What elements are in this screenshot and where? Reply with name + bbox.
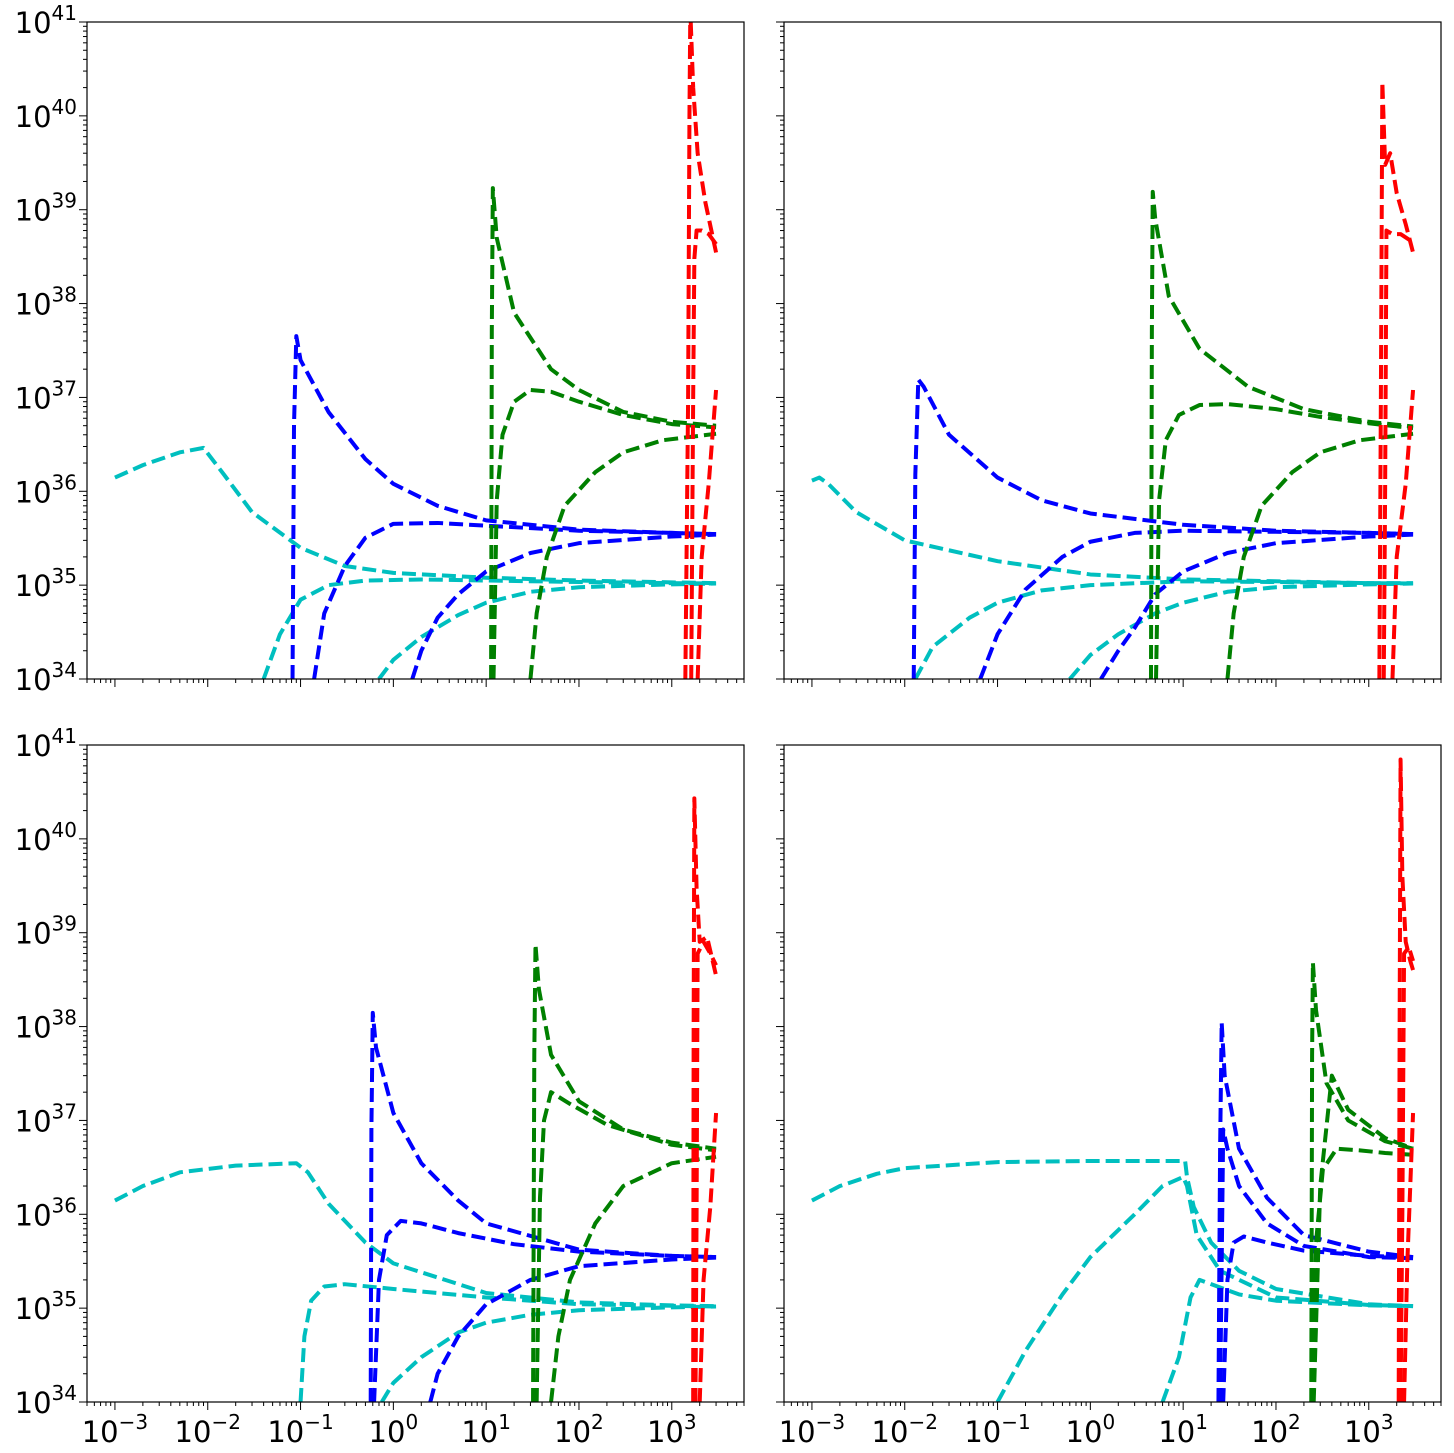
series-line-green-7 (1154, 402, 1414, 679)
series-line-blue-5 (1218, 1127, 1414, 1402)
y-tick-label: 1035 (15, 1287, 77, 1326)
series-line-red-9 (691, 796, 719, 1402)
series-line-green-6 (1309, 960, 1414, 1402)
series-line-cyan-2 (377, 581, 717, 679)
y-tick-label: 1038 (15, 1006, 77, 1045)
y-tick-label: 1034 (15, 1381, 77, 1420)
y-tick-label: 1038 (15, 283, 77, 322)
axes-frame (86, 744, 745, 1403)
series-line-blue-3 (290, 334, 717, 679)
x-tick-label: 102 (554, 1410, 604, 1449)
series-line-blue-4 (372, 1218, 717, 1402)
y-tick-label: 1035 (15, 564, 77, 603)
series-line-cyan-1 (298, 1282, 717, 1402)
y-tick-label: 1034 (15, 658, 77, 697)
y-tick-label: 1037 (15, 376, 77, 415)
series-line-cyan-2 (380, 1304, 717, 1402)
series-line-cyan-0 (114, 445, 717, 586)
series-line-blue-5 (1099, 532, 1414, 679)
x-tick-label: 101 (1158, 1410, 1208, 1449)
y-tick-label: 1039 (15, 189, 77, 228)
x-tick-label: 103 (1344, 1410, 1394, 1449)
x-tick-label: 102 (1251, 1410, 1301, 1449)
series-line-green-8 (528, 431, 717, 679)
axes-frame (86, 21, 745, 680)
series-line-green-6 (1148, 189, 1414, 679)
x-tick-label: 10−3 (82, 1410, 148, 1449)
series-line-cyan-1 (913, 579, 1414, 679)
y-tick-label: 1036 (15, 470, 77, 509)
series-group (811, 757, 1416, 1402)
series-line-blue-4 (312, 520, 717, 679)
x-tick-label: 101 (461, 1410, 511, 1449)
series-line-red-12 (695, 389, 719, 679)
series-line-red-11 (1402, 1112, 1416, 1402)
y-tick-label: 1041 (15, 724, 77, 763)
series-line-green-8 (549, 1154, 717, 1402)
x-tick-label: 10−2 (872, 1410, 938, 1449)
series-line-red-10 (688, 22, 719, 253)
y-tick-label: 1040 (15, 818, 77, 857)
series-group (114, 796, 719, 1402)
x-tick-label: 103 (647, 1410, 697, 1449)
series-line-blue-3 (1216, 1020, 1414, 1402)
series-line-cyan-0 (811, 1158, 1414, 1309)
series-line-blue-5 (428, 1255, 717, 1402)
series-line-red-9 (1396, 757, 1415, 1402)
series-line-cyan-2 (1068, 581, 1414, 679)
panel-top-left: 1034 1035 1036 1037 1038 1039 1040 1041 (15, 1, 745, 697)
series-line-blue-3 (911, 377, 1414, 679)
series-line-green-7 (534, 1090, 717, 1402)
y-tick-label: 1036 (15, 1193, 77, 1232)
series-line-cyan-1 (995, 1174, 1414, 1402)
x-tick-label: 100 (1066, 1410, 1116, 1449)
series-line-blue-4 (978, 528, 1414, 679)
panel-top-right (776, 21, 1442, 687)
y-tick-label: 1040 (15, 95, 77, 134)
series-line-red-11 (689, 228, 718, 679)
series-line-red-9 (683, 22, 693, 679)
y-tick-label: 1037 (15, 1099, 77, 1138)
series-group (811, 79, 1416, 679)
axes-frame (783, 21, 1442, 680)
series-line-blue-4 (1221, 1234, 1414, 1402)
series-line-red-9 (1377, 79, 1415, 679)
x-tick-label: 10−3 (779, 1410, 845, 1449)
series-line-red-10 (1381, 228, 1415, 679)
y-tick-label: 1041 (15, 1, 77, 40)
panel-bottom-left: 10−3 10−2 10−1 100 101 102 103 1034 1035 1036 1037… (15, 724, 745, 1449)
series-line-cyan-2 (1160, 1277, 1414, 1402)
series-line-cyan-1 (261, 577, 717, 679)
x-tick-label: 100 (369, 1410, 419, 1449)
series-group (114, 22, 719, 679)
series-line-green-8 (1225, 431, 1414, 679)
series-line-green-7 (1310, 1146, 1414, 1402)
series-line-blue-3 (368, 1010, 717, 1402)
panel-bottom-right: 10−3 10−2 10−1 100 101 102 103 (776, 744, 1442, 1449)
y-tick-label: 1039 (15, 912, 77, 951)
series-line-red-11 (1390, 389, 1416, 679)
axes-frame (783, 744, 1442, 1403)
series-line-red-10 (1398, 945, 1415, 1402)
x-tick-label: 10−1 (267, 1410, 333, 1449)
x-tick-label: 10−2 (175, 1410, 241, 1449)
series-line-green-8 (1311, 1073, 1414, 1402)
x-tick-label: 10−1 (964, 1410, 1030, 1449)
series-line-green-6 (489, 186, 717, 679)
series-line-blue-5 (410, 532, 717, 679)
series-line-cyan-0 (114, 1161, 717, 1309)
series-line-red-11 (697, 1112, 719, 1402)
series-line-green-7 (491, 388, 717, 679)
